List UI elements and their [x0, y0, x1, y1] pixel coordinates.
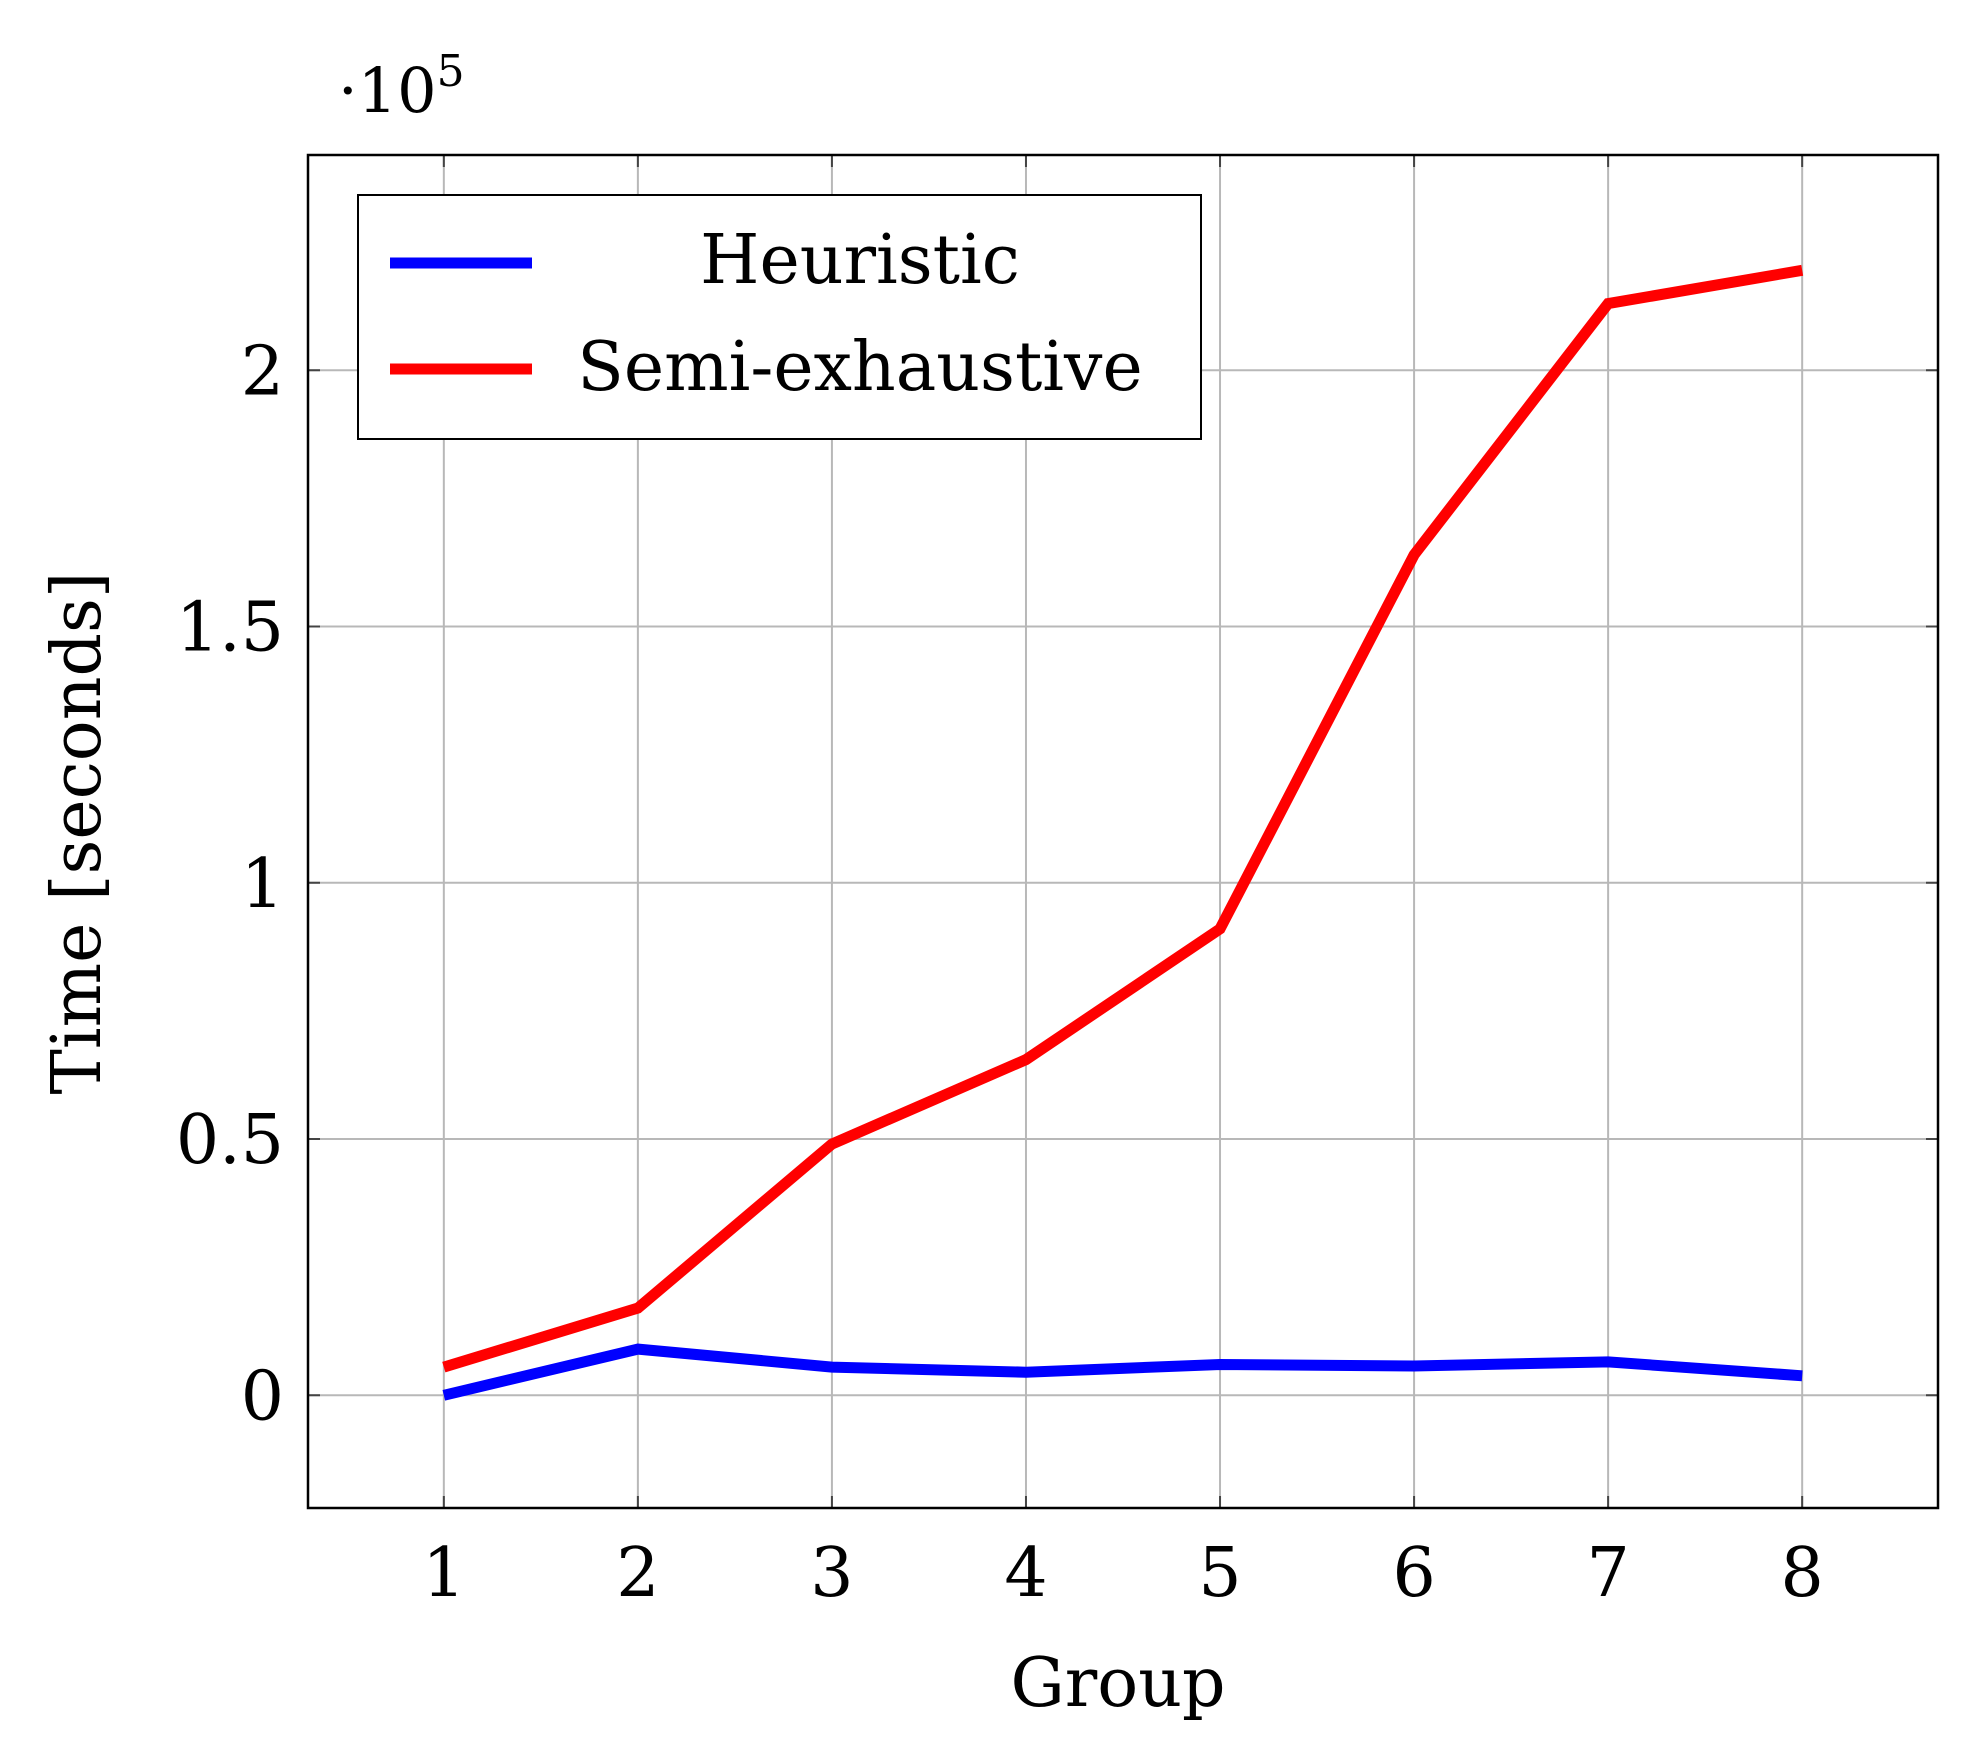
x-tick-labels: 1 2 3 4 5 6 7 8: [422, 1534, 1824, 1613]
x-tick-label: 6: [1392, 1534, 1435, 1613]
legend-label-semi-exhaustive: Semi-exhaustive: [577, 328, 1142, 407]
y-axis-multiplier-exponent: 5: [437, 46, 465, 97]
y-tick-labels: 0 0.5 1 1.5 2: [176, 332, 284, 1436]
y-tick-label: 2: [241, 332, 284, 411]
series-lines: [442, 264, 1804, 1401]
x-tick-label: 3: [810, 1534, 853, 1613]
tick-marks: [308, 155, 1938, 1508]
x-tick-label: 2: [616, 1534, 659, 1613]
legend-label-heuristic: Heuristic: [700, 221, 1020, 300]
y-tick-label: 0: [241, 1357, 284, 1436]
y-tick-label: 1.5: [176, 589, 284, 668]
x-axis-label: Group: [1010, 1644, 1225, 1723]
y-axis-multiplier-base: ·10: [338, 54, 437, 127]
series-line-heuristic: [442, 1343, 1803, 1401]
series-line-semi-exhaustive: [442, 264, 1804, 1373]
legend: Heuristic Semi-exhaustive: [357, 194, 1202, 440]
x-tick-label: 8: [1781, 1534, 1824, 1613]
legend-box: [357, 194, 1202, 440]
y-tick-label: 1: [241, 845, 284, 924]
x-tick-label: 1: [422, 1534, 465, 1613]
y-axis-label: Time [seconds]: [38, 572, 117, 1095]
y-axis-multiplier: ·105: [338, 46, 465, 127]
x-tick-label: 5: [1198, 1534, 1241, 1613]
y-tick-label: 0.5: [176, 1101, 284, 1180]
x-tick-label: 4: [1004, 1534, 1047, 1613]
plot-frame: [306, 153, 1940, 1510]
x-tick-label: 7: [1586, 1534, 1629, 1613]
